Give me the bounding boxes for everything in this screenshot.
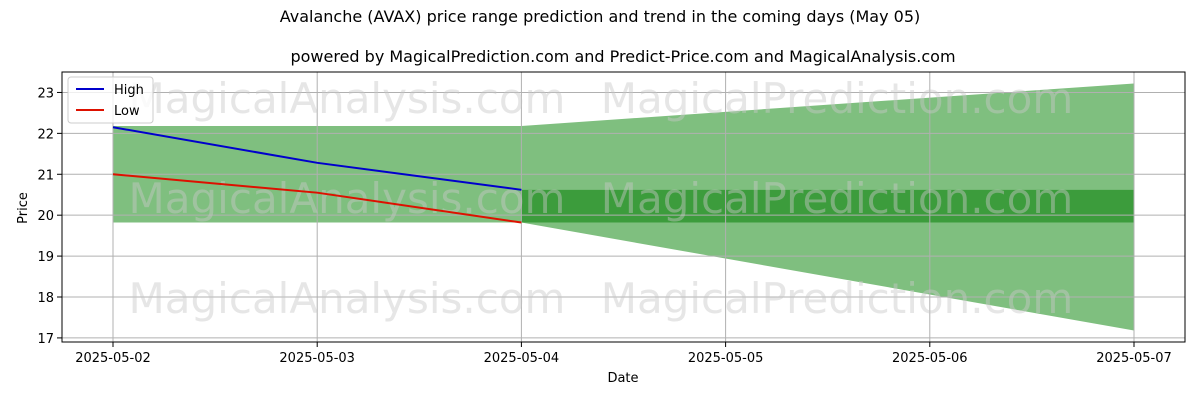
y-axis-label: Price [16, 192, 31, 224]
y-tick-label: 20 [37, 209, 54, 224]
x-axis-label: Date [607, 371, 638, 386]
y-tick-label: 19 [37, 250, 54, 265]
x-tick-label: 2025-05-06 [892, 351, 968, 366]
y-tick-label: 17 [37, 332, 54, 347]
prediction-bands [113, 83, 1134, 331]
x-tick-label: 2025-05-04 [484, 351, 560, 366]
series-line-high [112, 126, 522, 191]
y-tick-label: 23 [37, 86, 54, 101]
y-tick-label: 22 [37, 127, 54, 142]
plot-frame [61, 71, 1186, 343]
legend-label-high: High [114, 83, 144, 98]
x-tick-label: 2025-05-02 [75, 351, 151, 366]
series-line-low [112, 173, 522, 224]
y-axis-ticks: 17 18 19 20 21 22 23 [37, 86, 62, 347]
x-tick-label: 2025-05-05 [688, 351, 764, 366]
watermark-text: MagicalAnalysis.com [129, 74, 566, 123]
y-tick-label: 21 [37, 168, 54, 183]
chart-title: Avalanche (AVAX) price range prediction … [280, 7, 921, 26]
x-tick-label: 2025-05-03 [279, 351, 355, 366]
watermark-text: MagicalPrediction.com [601, 174, 1074, 223]
chart-subtitle: powered by MagicalPrediction.com and Pre… [290, 47, 955, 66]
x-tick-label: 2025-05-07 [1096, 351, 1172, 366]
y-tick-label: 18 [37, 291, 54, 306]
watermark-text: MagicalPrediction.com [601, 74, 1074, 123]
watermarks: MagicalAnalysis.com MagicalPrediction.com… [129, 74, 1074, 323]
series-lines [112, 126, 522, 224]
legend-label-low: Low [114, 104, 140, 119]
prediction-band-3 [521, 189, 1134, 223]
x-axis-ticks: 2025-05-02 2025-05-03 2025-05-04 2025-05-05… [75, 342, 1172, 366]
watermark-text: MagicalAnalysis.com [129, 274, 566, 323]
grid-lines [62, 72, 1185, 342]
watermark-text: MagicalPrediction.com [601, 274, 1074, 323]
legend: High Low [67, 76, 154, 124]
